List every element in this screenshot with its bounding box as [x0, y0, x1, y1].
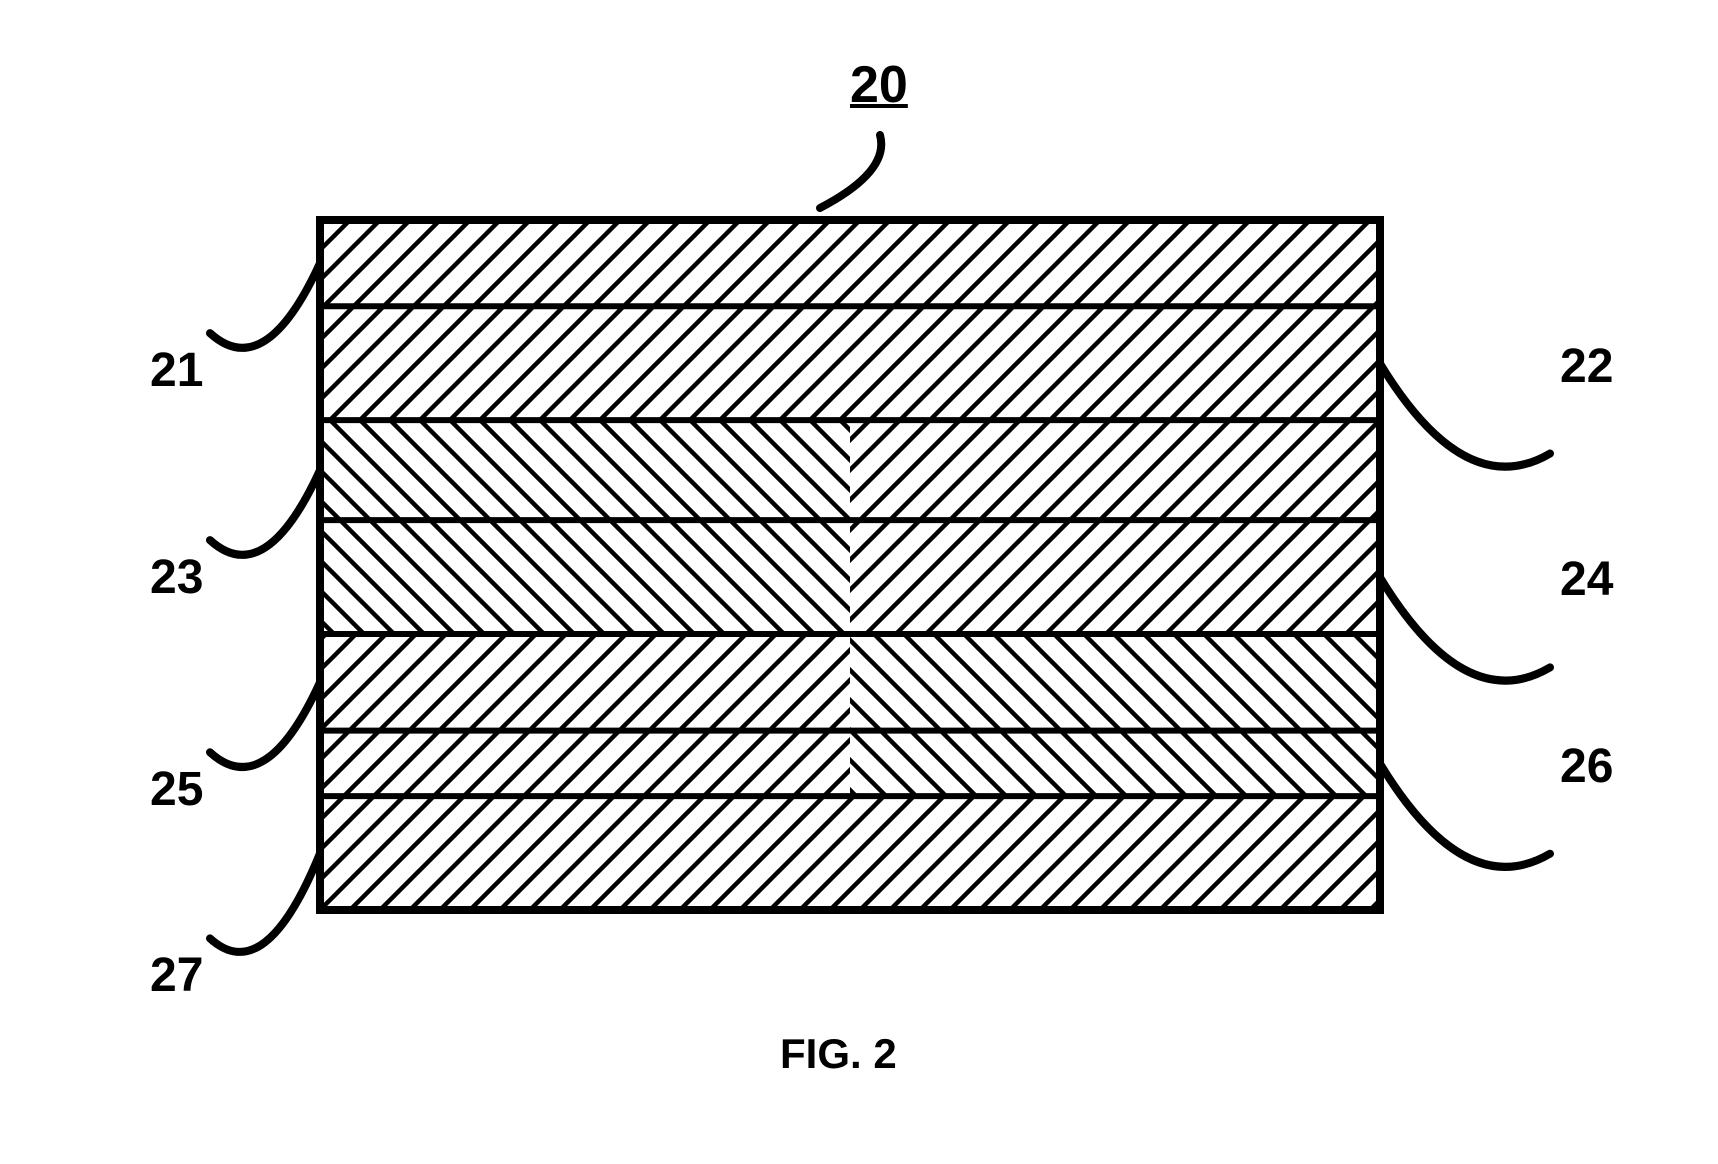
ref-24: 24 [1560, 552, 1613, 607]
figure-caption: FIG. 2 [780, 1030, 897, 1078]
layer-25-right [850, 634, 1380, 731]
layer-24-left [320, 520, 850, 634]
layer-23-left [320, 420, 850, 520]
layer-26-left [320, 731, 850, 797]
ref-22: 22 [1560, 339, 1613, 394]
ref-26: 26 [1560, 739, 1613, 794]
layer-25-left [320, 634, 850, 731]
ref-27: 27 [150, 948, 203, 1003]
figure-svg [0, 0, 1718, 1164]
layer-22 [320, 306, 1380, 420]
layer-24-right [850, 520, 1380, 634]
layer-21 [320, 220, 1380, 306]
layer-23-right [850, 420, 1380, 520]
figure-id: 20 [850, 55, 908, 115]
ref-25: 25 [150, 762, 203, 817]
layer-27 [320, 796, 1380, 910]
ref-23: 23 [150, 550, 203, 605]
layer-26-right [850, 731, 1380, 797]
ref-21: 21 [150, 343, 203, 398]
